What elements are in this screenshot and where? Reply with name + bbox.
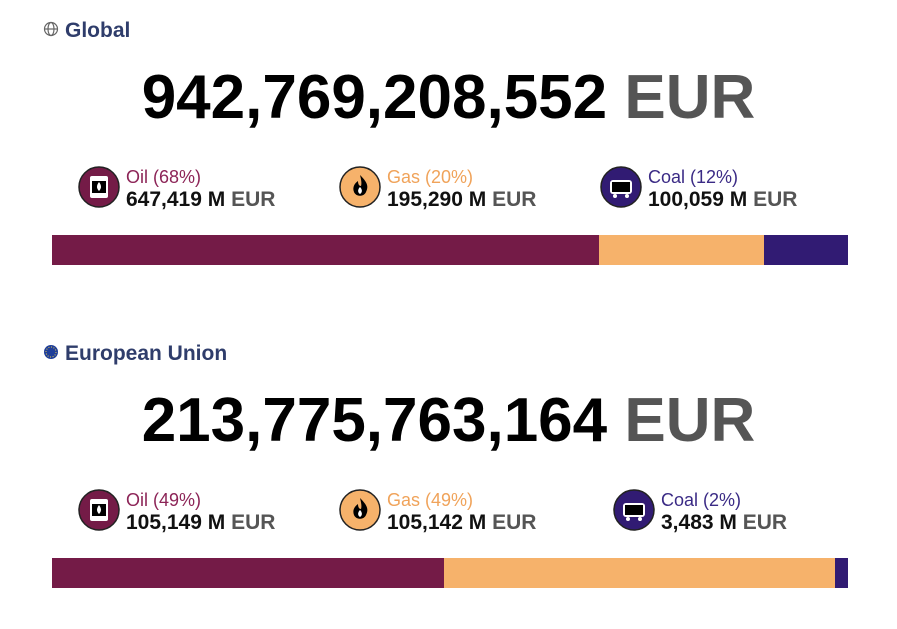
bar-segment: [443, 558, 836, 588]
fuel-value: 100,059 M EUR: [648, 188, 797, 212]
fuel-item: Oil (49%) 105,149 M EUR: [77, 488, 275, 537]
fuel-item: Oil (68%) 647,419 M EUR: [77, 165, 275, 214]
value: 100,059: [648, 188, 724, 211]
bar-segment: [835, 558, 848, 588]
total-value: 213,775,763,164: [141, 386, 608, 455]
total-value: 942,769,208,552: [141, 63, 608, 132]
currency: EUR: [231, 511, 276, 534]
currency: EUR: [753, 188, 798, 211]
cart-body: [612, 182, 630, 192]
fuel-label: Gas (20%): [387, 167, 474, 187]
fuel-item: Coal (12%) 100,059 M EUR: [599, 165, 797, 214]
fuel-icon: [338, 488, 382, 537]
stacked-bar: [52, 235, 848, 265]
unit: M: [719, 511, 737, 534]
fuel-icon: [77, 488, 121, 537]
fuel-label: Gas (49%): [387, 490, 474, 510]
fuel-icon: [599, 165, 643, 214]
fuel-text: Oil (49%) 105,149 M EUR: [126, 490, 275, 535]
region-icon: [43, 342, 59, 366]
fuel-item: Gas (20%) 195,290 M EUR: [338, 165, 536, 214]
wheel: [626, 517, 630, 521]
total-amount: 213,775,763,164 EUR: [0, 385, 897, 456]
region-icon: [43, 19, 59, 43]
flame-icon: [353, 175, 368, 196]
icon: [339, 166, 381, 208]
section: Global 942,769,208,552 EUR Oil (68%) 647,41…: [0, 0, 897, 300]
fuel-item: Coal (2%) 3,483 M EUR: [612, 488, 787, 537]
drop: [97, 182, 101, 191]
fuel-value: 3,483 M EUR: [661, 511, 787, 535]
bar-segment: [52, 235, 599, 265]
wheel: [613, 194, 617, 198]
fuel-text: Coal (2%) 3,483 M EUR: [661, 490, 787, 535]
fuel-icon: [338, 165, 382, 214]
fuel-text: Oil (68%) 647,419 M EUR: [126, 167, 275, 212]
region-name: European Union: [65, 342, 228, 365]
value: 195,290: [387, 188, 463, 211]
section-title: Global: [43, 19, 130, 43]
region-name: Global: [65, 19, 131, 42]
icon: [43, 21, 59, 37]
unit: M: [729, 188, 748, 211]
flame-icon: [353, 498, 368, 519]
unit: M: [468, 188, 487, 211]
fuel-text: Coal (12%) 100,059 M EUR: [648, 167, 797, 212]
value: 105,149: [126, 511, 202, 534]
fuel-value: 105,142 M EUR: [387, 511, 536, 535]
section-title: European Union: [43, 342, 227, 366]
unit: M: [207, 511, 226, 534]
wheel: [625, 194, 629, 198]
fuel-value: 105,149 M EUR: [126, 511, 275, 535]
fuel-label: Oil (49%): [126, 490, 202, 510]
fuel-label: Coal (12%): [648, 167, 739, 187]
fuel-value: 195,290 M EUR: [387, 188, 536, 212]
cart-body: [625, 505, 643, 515]
currency: EUR: [231, 188, 276, 211]
icon: [78, 489, 120, 531]
icon: [44, 345, 58, 359]
unit: M: [207, 188, 226, 211]
bar-segment: [763, 235, 848, 265]
icon: [78, 166, 120, 208]
icon: [613, 489, 655, 531]
currency: EUR: [624, 386, 756, 455]
section: European Union 213,775,763,164 EUR Oil (49…: [0, 323, 897, 623]
currency: EUR: [492, 511, 537, 534]
fuel-label: Coal (2%): [661, 490, 742, 510]
unit: M: [468, 511, 487, 534]
total-amount: 942,769,208,552 EUR: [0, 62, 897, 133]
stacked-bar: [52, 558, 848, 588]
icon: [600, 166, 642, 208]
fuel-value: 647,419 M EUR: [126, 188, 275, 212]
currency: EUR: [742, 511, 788, 534]
bar-segment: [598, 235, 764, 265]
flame-core: [358, 510, 362, 517]
icon: [339, 489, 381, 531]
value: 3,483: [661, 511, 714, 534]
fuel-icon: [77, 165, 121, 214]
value: 647,419: [126, 188, 202, 211]
fuel-text: Gas (49%) 105,142 M EUR: [387, 490, 536, 535]
wheel: [638, 517, 642, 521]
currency: EUR: [624, 63, 756, 132]
value: 105,142: [387, 511, 463, 534]
fuel-item: Gas (49%) 105,142 M EUR: [338, 488, 536, 537]
bar-segment: [52, 558, 444, 588]
currency: EUR: [492, 188, 537, 211]
fuel-text: Gas (20%) 195,290 M EUR: [387, 167, 536, 212]
drop: [97, 505, 101, 514]
fuel-icon: [612, 488, 656, 537]
fuel-label: Oil (68%): [126, 167, 202, 187]
flame-core: [358, 187, 362, 194]
